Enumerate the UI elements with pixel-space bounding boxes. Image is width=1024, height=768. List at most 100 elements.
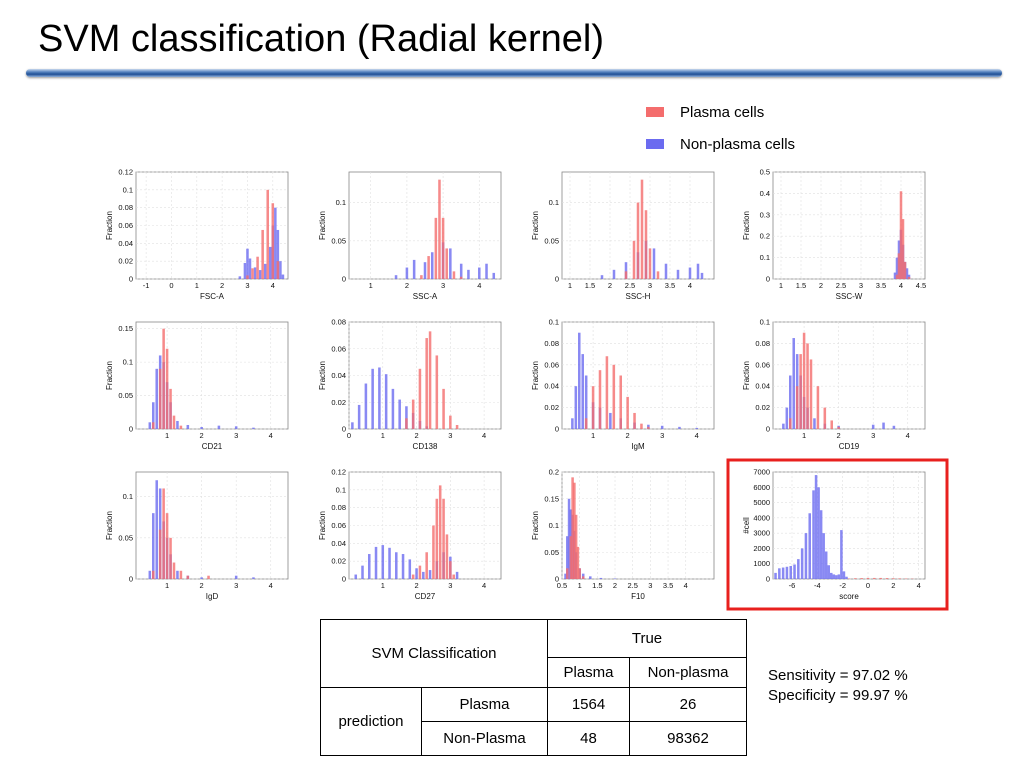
nonplasma-bar: [785, 566, 789, 579]
y-tick-label: 0.1: [760, 318, 770, 327]
x-tick-label: 2.5: [627, 581, 637, 590]
plasma-bar: [885, 578, 889, 579]
y-tick-label: 0: [342, 425, 346, 434]
plasma-bar: [789, 418, 792, 429]
plasma-bar: [452, 271, 456, 279]
nonplasma-bar: [274, 207, 277, 279]
x-tick-label: 3.5: [665, 281, 675, 290]
histogram-8: 1 2 3 4 0 0.05 0.1 IgD Fraction: [105, 471, 289, 601]
y-tick-label: 0: [555, 425, 559, 434]
nonplasma-bar: [817, 487, 820, 579]
y-axis-label: Fraction: [531, 511, 540, 540]
plasma-bar: [578, 568, 581, 579]
plasma-bar: [632, 240, 636, 279]
x-tick-label: 2: [220, 281, 224, 290]
plasma-bar: [428, 331, 432, 429]
x-axis-label: SSC-A: [413, 292, 438, 301]
nonplasma-bar: [800, 548, 804, 579]
plasma-bar: [411, 399, 415, 429]
y-tick-label: 0.06: [118, 221, 133, 230]
plasma-bar: [644, 210, 648, 279]
y-axis-label: Fraction: [105, 511, 114, 540]
nonplasma-bar: [778, 568, 781, 579]
nonplasma-bar: [837, 574, 841, 579]
plasma-bar: [152, 570, 155, 579]
x-tick-label: 3: [234, 581, 238, 590]
y-tick-label: 0.04: [544, 382, 559, 391]
plasma-bar: [633, 412, 636, 429]
x-tick-label: 2: [200, 431, 204, 440]
x-tick-label: 4: [917, 581, 921, 590]
slide-title: SVM classification (Radial kernel): [38, 18, 604, 60]
y-tick-label: 0.1: [549, 198, 559, 207]
plasma-bar: [640, 179, 644, 279]
x-axis-label: FSC-A: [200, 292, 225, 301]
y-tick-label: 0.02: [118, 257, 133, 266]
nonplasma-bar: [613, 578, 617, 579]
x-axis-label: CD21: [202, 442, 223, 451]
plot-frame: [135, 321, 289, 430]
y-tick-label: 2000: [753, 544, 770, 553]
nonplasma-bar: [835, 575, 838, 579]
y-tick-label: 0.1: [549, 318, 559, 327]
nonplasma-bar: [584, 375, 588, 429]
nonplasma-bar: [574, 386, 578, 429]
nonplasma-bar: [388, 547, 391, 579]
plasma-bar: [624, 271, 628, 279]
x-tick-label: -4: [814, 581, 821, 590]
nonplasma-bar: [789, 375, 792, 429]
nonplasma-bar: [792, 338, 795, 429]
nonplasma-bar: [351, 422, 354, 429]
y-axis-label: Fraction: [318, 361, 327, 390]
nonplasma-bar: [258, 270, 262, 279]
nonplasma-bar: [567, 498, 571, 579]
x-axis-label: F10: [631, 592, 645, 601]
plasma-bar: [830, 420, 833, 429]
x-tick-label: 4: [899, 281, 903, 290]
x-tick-label: 2: [608, 281, 612, 290]
nonplasma-bar: [893, 272, 897, 279]
plasma-bar: [571, 477, 574, 579]
nonplasma-bar: [395, 552, 398, 579]
nonplasma-bar: [664, 263, 668, 279]
nonplasma-bar: [782, 423, 785, 429]
nonplasma-bar: [840, 530, 843, 579]
x-tick-label: 3.5: [876, 281, 886, 290]
nonplasma-bar: [428, 570, 432, 579]
nonplasma-bar: [374, 546, 378, 579]
stats-block: Sensitivity = 97.02 % Specificity = 99.9…: [768, 666, 908, 706]
y-tick-label: 0.1: [336, 198, 346, 207]
y-tick-label: 0.08: [755, 339, 770, 348]
x-tick-label: 3.5: [663, 581, 673, 590]
y-tick-label: 0.12: [331, 468, 346, 477]
plasma-bar: [566, 568, 569, 579]
nonplasma-bar: [804, 533, 808, 579]
nonplasma-bar: [609, 412, 612, 429]
nonplasma-bar: [895, 257, 899, 279]
x-tick-label: 1: [779, 281, 783, 290]
x-tick-label: 2: [414, 431, 418, 440]
sensitivity-text: Sensitivity = 97.02 %: [768, 667, 908, 684]
plasma-bar: [574, 514, 578, 579]
x-tick-label: 3: [234, 431, 238, 440]
nonplasma-bar: [246, 248, 249, 279]
histogram-3: 1 1.5 2 2.5 3 3.5 4 4.5 0 0.1 0.2 0.3 0.4 0.5 SSC-W Fra…: [742, 168, 926, 302]
y-axis-label: Fraction: [531, 211, 540, 240]
plasma-bar: [452, 574, 455, 579]
nonplasma-bar: [415, 568, 418, 579]
nonplasma-bar: [361, 565, 364, 579]
y-tick-label: 0.02: [331, 557, 346, 566]
nonplasma-bar: [276, 229, 280, 279]
y-tick-label: 0.02: [331, 398, 346, 407]
y-axis-label: Fraction: [742, 361, 751, 390]
x-tick-label: 4: [482, 581, 486, 590]
y-axis-label: Fraction: [318, 211, 327, 240]
plasma-bar: [873, 577, 876, 579]
plasma-bar: [435, 355, 439, 429]
x-tick-label: 2: [626, 431, 630, 440]
y-tick-label: 0.02: [755, 403, 770, 412]
y-axis-label: #cell: [742, 517, 751, 534]
nonplasma-bar: [812, 490, 815, 579]
plasma-bar: [626, 396, 629, 429]
x-tick-label: -1: [143, 281, 150, 290]
